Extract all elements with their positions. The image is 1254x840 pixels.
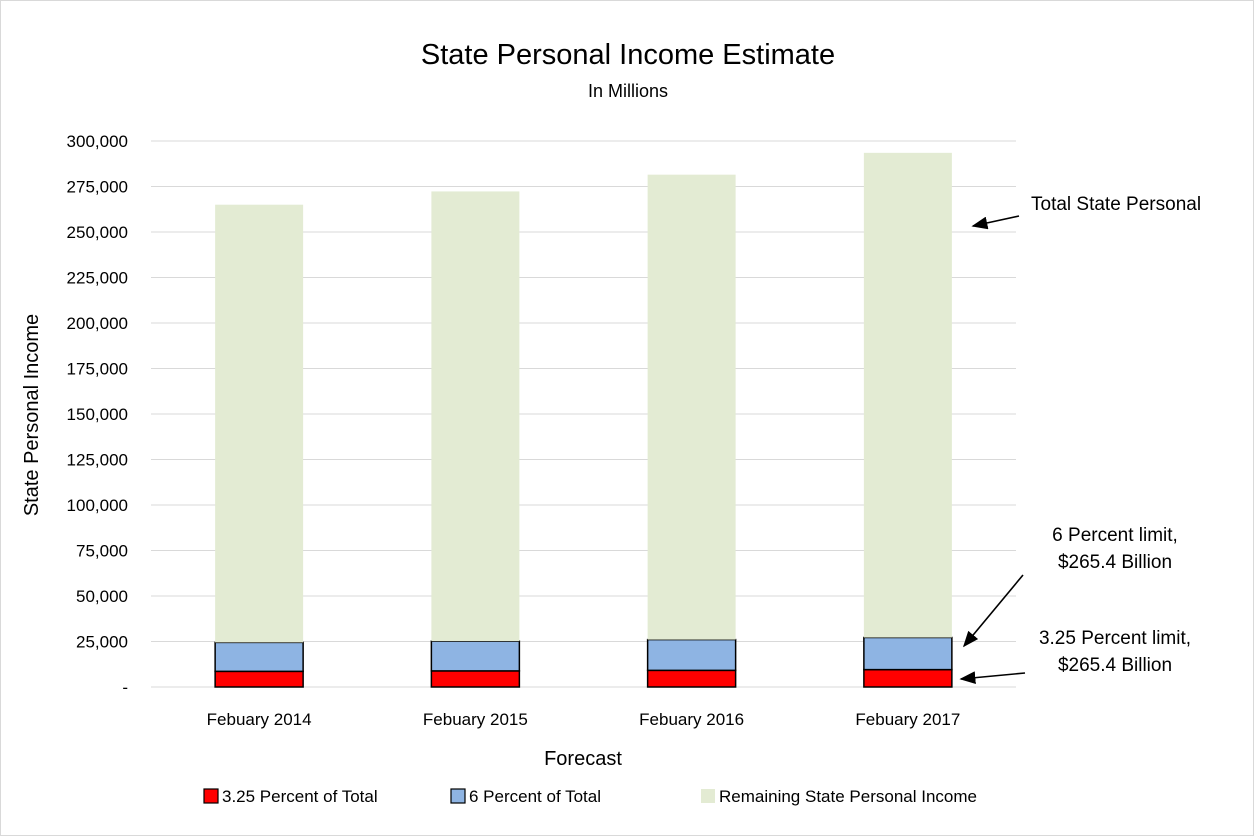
- annotation-total-arrow: [971, 215, 1020, 230]
- y-axis-label: State Personal Income: [21, 314, 43, 516]
- legend-label-2: 6 Percent of Total: [469, 787, 601, 806]
- y-tick-label: 275,000: [67, 178, 128, 197]
- y-tick-label: 225,000: [67, 269, 128, 288]
- legend-swatch-3: [701, 789, 715, 803]
- x-axis-ticks: Febuary 2014 Febuary 2015 Febuary 2016 Febu…: [207, 710, 961, 729]
- bar-segment-3-3: [647, 174, 736, 640]
- x-tick-label: Febuary 2017: [855, 710, 960, 729]
- annotation-six-line-2: $265.4 Billion: [1058, 552, 1172, 573]
- y-tick-label: -: [122, 678, 128, 697]
- chart-title: State Personal Income Estimate: [421, 39, 835, 71]
- annotations: Total State Personal 6 Percent limit, $265…: [959, 194, 1201, 685]
- bars: [214, 152, 953, 688]
- annotation-six-line-1: 6 Percent limit,: [1052, 525, 1178, 546]
- bar-segment-1-2: [430, 670, 521, 688]
- annotation-total-line-1: Total State Personal: [1031, 194, 1201, 215]
- bar-segment-1-1: [214, 670, 304, 688]
- y-tick-label: 200,000: [67, 314, 128, 333]
- x-tick-label: Febuary 2015: [423, 710, 528, 729]
- x-axis-label: Forecast: [544, 748, 622, 770]
- y-tick-label: 125,000: [67, 451, 128, 470]
- annotation-six-arrow: [962, 574, 1024, 648]
- annotation-three-line-2: $265.4 Billion: [1058, 655, 1172, 676]
- legend: 3.25 Percent of Total 6 Percent of Total R…: [203, 787, 977, 806]
- bar-segment-2-2: [430, 640, 521, 672]
- y-axis-ticks: - 25,000 50,000 75,000 100,000 125,000 150,000…: [67, 132, 128, 697]
- y-tick-label: 150,000: [67, 405, 128, 424]
- y-tick-label: 100,000: [67, 496, 128, 515]
- bar-segment-1-3: [646, 669, 737, 688]
- legend-swatch-1: [203, 788, 219, 804]
- legend-label-1: 3.25 Percent of Total: [222, 787, 378, 806]
- legend-label-3: Remaining State Personal Income: [719, 787, 977, 806]
- annotation-three-arrow: [959, 671, 1026, 685]
- bar-segment-2-1: [214, 641, 304, 673]
- bar-segment-1-4: [863, 668, 953, 688]
- y-tick-label: 75,000: [76, 542, 128, 561]
- bar-segment-2-3: [646, 638, 737, 672]
- legend-swatch-2: [450, 788, 466, 804]
- y-tick-label: 175,000: [67, 360, 128, 379]
- bar-segment-3-4: [863, 152, 952, 638]
- x-tick-label: Febuary 2014: [207, 710, 312, 729]
- y-tick-label: 25,000: [76, 633, 128, 652]
- annotation-three-line-1: 3.25 Percent limit,: [1039, 628, 1191, 649]
- chart-subtitle: In Millions: [588, 81, 668, 101]
- y-tick-label: 50,000: [76, 587, 128, 606]
- bar-segment-3-1: [215, 204, 304, 643]
- x-tick-label: Febuary 2016: [639, 710, 744, 729]
- y-tick-label: 300,000: [67, 132, 128, 151]
- bar-segment-2-4: [863, 636, 953, 671]
- bar-segment-3-2: [431, 191, 520, 642]
- y-tick-label: 250,000: [67, 223, 128, 242]
